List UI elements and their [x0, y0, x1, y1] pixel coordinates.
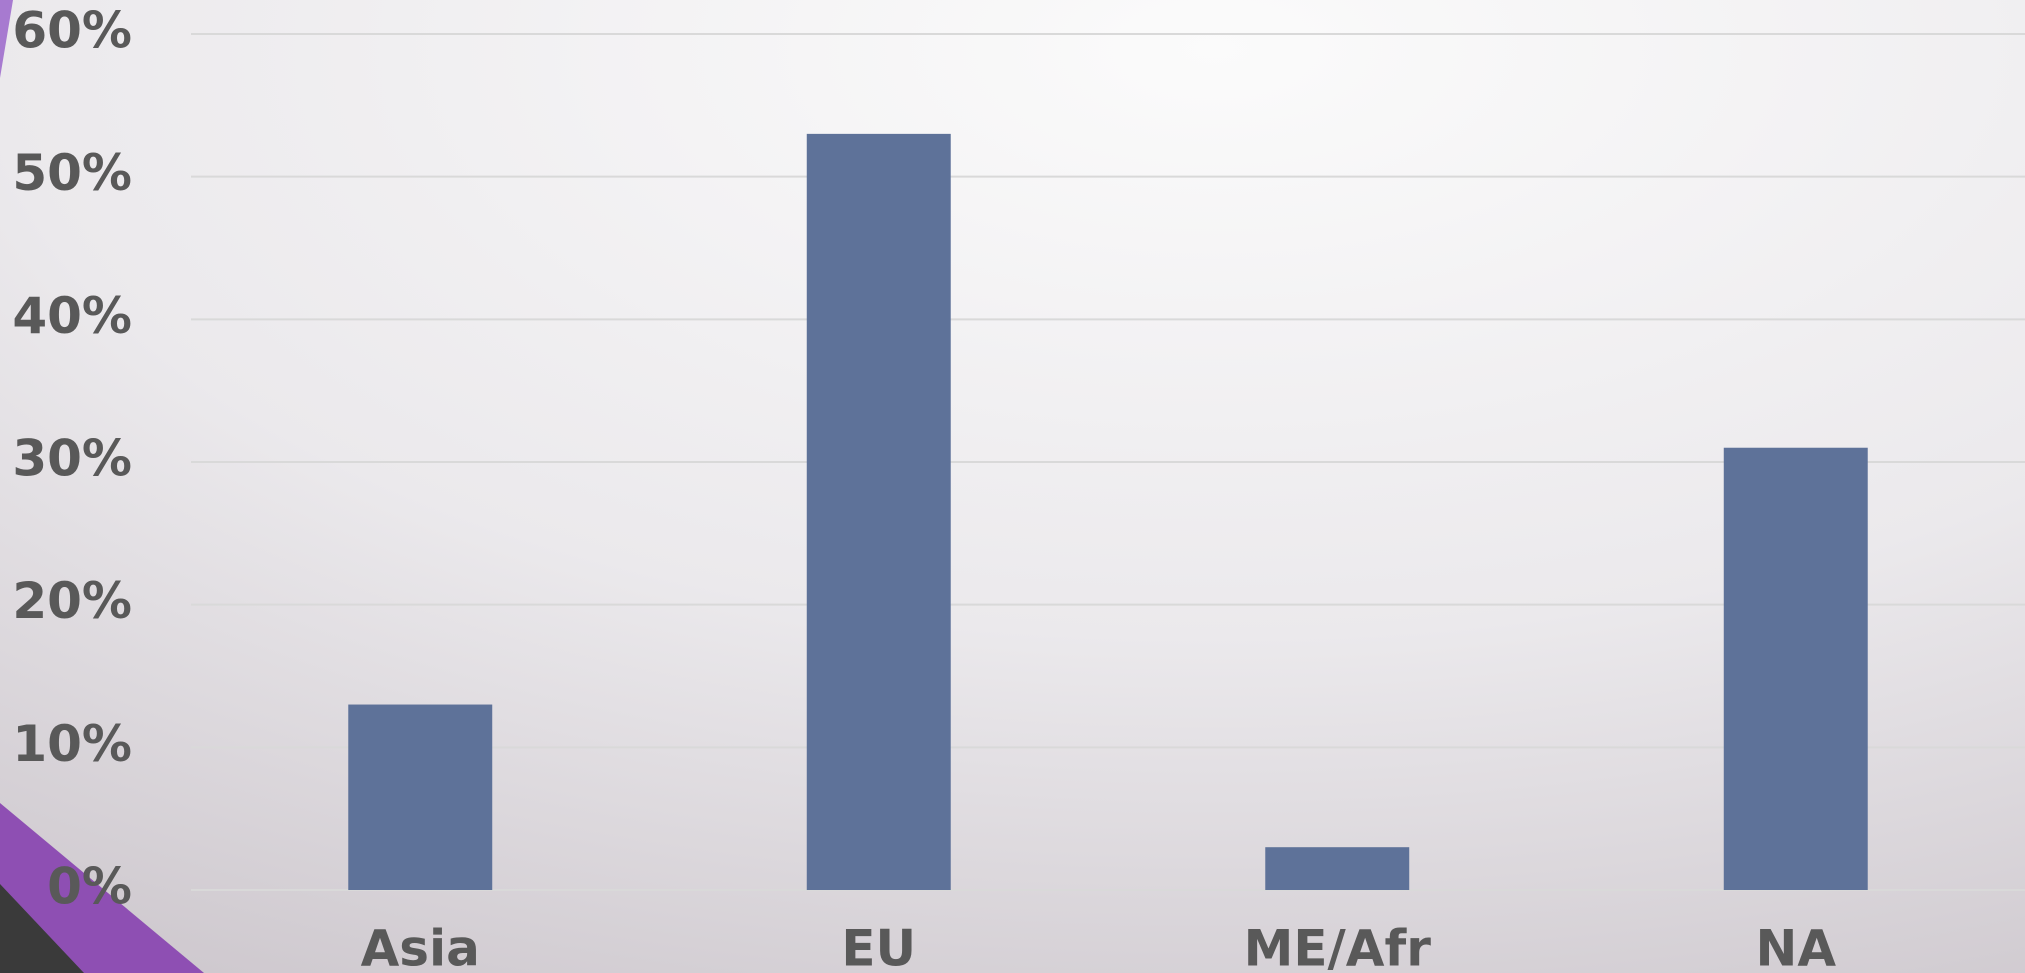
bar	[1723, 447, 1868, 890]
decoration	[0, 0, 13, 78]
y-tick-label: 50%	[12, 144, 132, 202]
x-tick-label: ME/Afr	[1244, 920, 1432, 973]
y-tick-label: 30%	[12, 430, 132, 488]
bar	[348, 704, 493, 890]
x-tick-label: Asia	[361, 920, 480, 973]
bar	[1265, 847, 1410, 890]
x-tick-label: NA	[1755, 920, 1836, 973]
y-tick-label: 20%	[12, 572, 132, 630]
y-tick-label: 0%	[47, 858, 132, 916]
y-tick-label: 60%	[12, 2, 132, 60]
decoration	[0, 803, 204, 973]
y-tick-label: 10%	[12, 715, 132, 773]
bar	[806, 133, 951, 890]
y-tick-label: 40%	[12, 287, 132, 345]
x-tick-label: EU	[841, 920, 916, 973]
decoration	[0, 884, 84, 973]
